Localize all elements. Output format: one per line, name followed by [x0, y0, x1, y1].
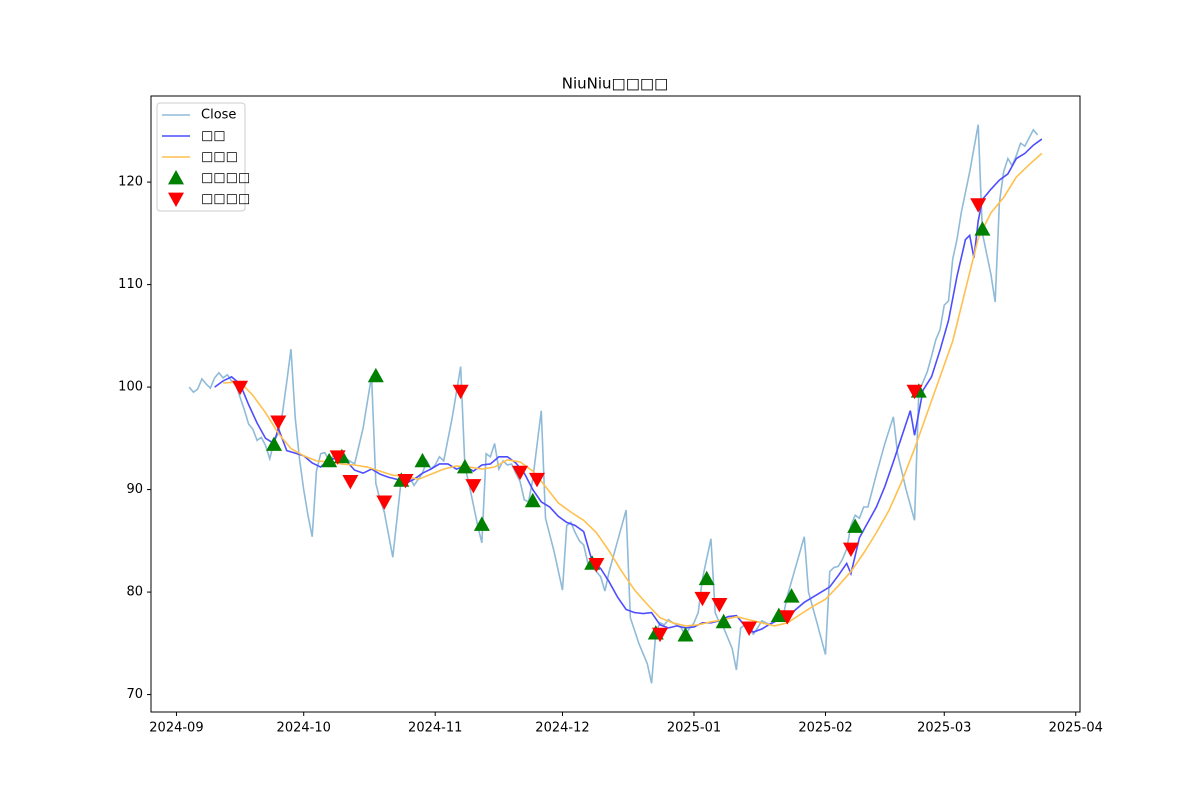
signal-marker	[698, 570, 715, 586]
y-tick-label: 80	[126, 585, 143, 600]
signal-marker	[342, 474, 359, 490]
legend-label: Close	[201, 108, 236, 123]
legend-marker	[168, 170, 184, 185]
series-line	[223, 152, 1043, 627]
signal-marker	[512, 465, 529, 481]
y-tick-label: 100	[118, 380, 143, 395]
x-tick-label: 2024-09	[149, 721, 203, 736]
signal-marker	[779, 610, 796, 625]
x-tick-label: 2024-10	[277, 721, 331, 736]
signal-marker	[456, 459, 473, 474]
signal-marker	[970, 198, 987, 213]
x-tick-label: 2025-03	[917, 721, 971, 736]
signal-marker	[321, 452, 338, 468]
signal-marker	[711, 597, 728, 613]
signal-marker	[329, 450, 346, 465]
signal-marker	[906, 384, 923, 400]
signal-marker	[465, 479, 482, 494]
signal-marker	[414, 452, 431, 468]
x-tick-label: 2025-04	[1049, 721, 1103, 736]
signal-marker	[397, 473, 414, 489]
series-line	[214, 138, 1043, 633]
legend-label: □□□□	[201, 171, 250, 186]
signal-marker	[741, 621, 758, 636]
signal-marker	[473, 516, 490, 531]
signal-marker	[652, 627, 669, 643]
signal-marker	[588, 558, 605, 573]
series-line	[188, 124, 1039, 684]
legend-label: □□□□	[201, 192, 250, 207]
signal-marker	[770, 607, 787, 623]
x-tick-label: 2024-11	[408, 721, 462, 736]
signal-marker	[783, 588, 800, 603]
legend-marker	[168, 192, 184, 207]
x-tick-label: 2024-12	[535, 721, 589, 736]
signal-marker	[452, 384, 469, 400]
y-tick-label: 70	[126, 687, 143, 702]
signal-marker	[715, 613, 732, 629]
signal-marker	[266, 436, 283, 451]
signal-marker	[270, 415, 287, 430]
signal-marker	[694, 591, 711, 607]
signal-marker	[677, 627, 694, 642]
y-tick-label: 120	[118, 175, 143, 190]
x-tick-label: 2025-01	[667, 721, 721, 736]
signal-marker	[842, 542, 859, 558]
chart-title: NiuNiu□□□□	[562, 75, 668, 93]
y-tick-label: 90	[126, 482, 143, 497]
signal-marker	[232, 380, 249, 396]
signal-marker	[376, 495, 393, 510]
legend-label: □□□	[201, 150, 238, 165]
signal-marker	[529, 472, 546, 488]
legend-label: □□	[201, 129, 226, 144]
legend: Close□□□□□□□□□□□□□	[156, 102, 250, 212]
signal-marker	[524, 492, 541, 508]
signal-marker	[847, 518, 864, 533]
x-tick-label: 2025-02	[798, 721, 852, 736]
signal-marker	[367, 367, 384, 383]
plot-area	[150, 95, 1081, 713]
y-tick-label: 110	[118, 277, 143, 292]
signal-marker	[974, 221, 991, 236]
